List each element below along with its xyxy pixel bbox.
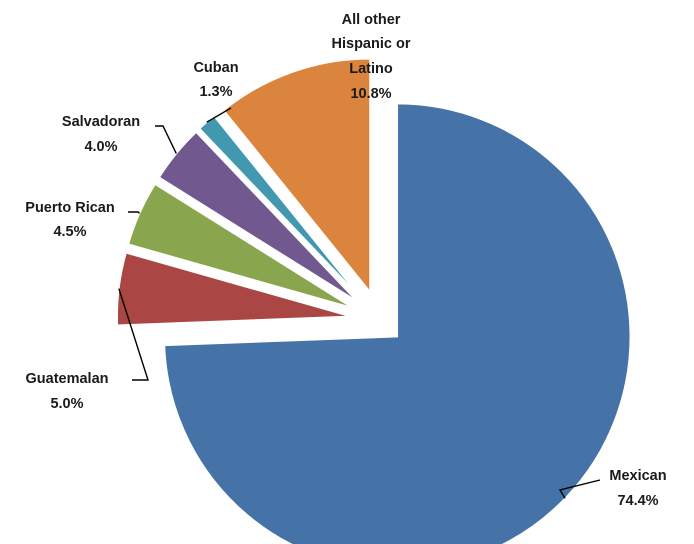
value-guatemalan: 5.0% — [50, 396, 83, 412]
label-salvadoran: Salvadoran — [62, 114, 140, 130]
leader-guatemalan — [118, 288, 149, 381]
value-other-hispanic: 10.8% — [350, 86, 391, 102]
leader-salvadoran — [155, 125, 177, 154]
label-cuban: Cuban — [193, 60, 238, 76]
label-puerto-rican: Puerto Rican — [25, 200, 114, 216]
value-salvadoran: 4.0% — [84, 139, 117, 155]
value-mexican: 74.4% — [617, 493, 658, 509]
leader-cuban — [206, 107, 232, 123]
pie-slices — [116, 57, 632, 544]
slice-guatemalan — [116, 251, 351, 326]
leader-lines — [118, 107, 601, 499]
label-guatemalan: Guatemalan — [26, 371, 109, 387]
slice-mexican — [163, 102, 632, 544]
leader-puerto-rican — [128, 211, 141, 214]
label-mexican: Mexican — [609, 468, 666, 484]
slice-all-other-hispanic-or-latino — [222, 57, 371, 294]
leader-mexican — [558, 479, 601, 499]
label-other-hispanic-line-3: Latino — [349, 61, 393, 77]
value-cuban: 1.3% — [199, 84, 232, 100]
label-other-hispanic-line-2: Hispanic or — [332, 36, 411, 52]
slice-puerto-rican — [127, 183, 353, 309]
slice-salvadoran — [158, 131, 358, 302]
label-other-hispanic-line-1: All other — [342, 12, 401, 28]
value-puerto-rican: 4.5% — [53, 224, 86, 240]
